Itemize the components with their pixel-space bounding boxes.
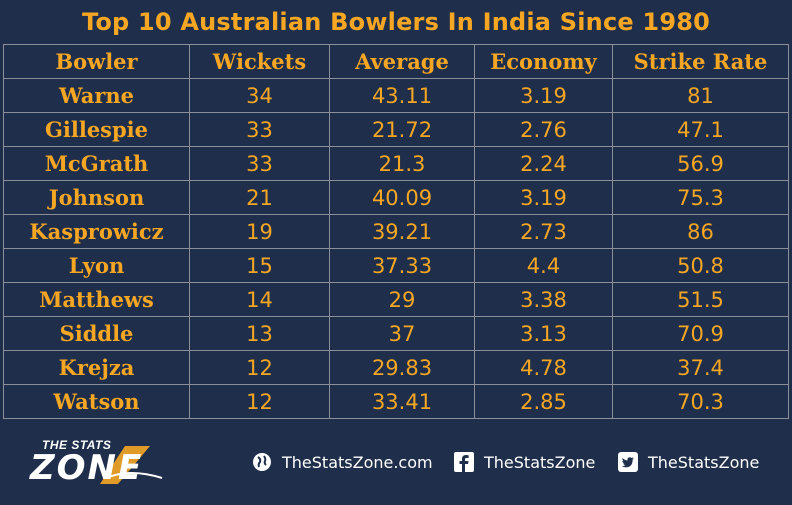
average-cell: 29 xyxy=(329,282,475,317)
table-row: Watson 12 33.41 2.85 70.3 xyxy=(3,384,789,419)
strike-rate-cell: 81 xyxy=(612,78,789,113)
wickets-cell: 21 xyxy=(189,180,330,215)
logo-text-bottom: ZONE xyxy=(30,448,144,488)
bowlers-table: Bowler Wickets Average Economy Strike Ra… xyxy=(3,44,789,419)
economy-cell: 3.19 xyxy=(474,180,613,215)
logo-text-top: THE STATS xyxy=(42,438,112,452)
economy-cell: 2.73 xyxy=(474,214,613,249)
average-cell: 21.3 xyxy=(329,146,475,181)
table-row: Kasprowicz 19 39.21 2.73 86 xyxy=(3,214,789,249)
facebook-text: TheStatsZone xyxy=(484,452,596,472)
bowler-name: Gillespie xyxy=(3,112,190,147)
header-bowler: Bowler xyxy=(3,44,190,79)
strike-rate-cell: 75.3 xyxy=(612,180,789,215)
header-economy: Economy xyxy=(474,44,613,79)
facebook-link[interactable]: TheStatsZone xyxy=(454,450,595,474)
wickets-cell: 14 xyxy=(189,282,330,317)
header-average: Average xyxy=(329,44,475,79)
strike-rate-cell: 70.9 xyxy=(612,316,789,351)
table-row: Matthews 14 29 3.38 51.5 xyxy=(3,282,789,317)
facebook-icon xyxy=(454,452,474,472)
page-title: Top 10 Australian Bowlers In India Since… xyxy=(81,8,711,36)
strike-rate-cell: 86 xyxy=(612,214,789,249)
bowler-name: Krejza xyxy=(3,350,190,385)
strike-rate-cell: 51.5 xyxy=(612,282,789,317)
bowler-name: Matthews xyxy=(3,282,190,317)
average-cell: 43.11 xyxy=(329,78,475,113)
economy-cell: 2.76 xyxy=(474,112,613,147)
wickets-cell: 12 xyxy=(189,350,330,385)
twitter-text: TheStatsZone xyxy=(648,452,760,472)
bowler-name: Johnson xyxy=(3,180,190,215)
wickets-cell: 13 xyxy=(189,316,330,351)
table-row: Gillespie 33 21.72 2.76 47.1 xyxy=(3,112,789,147)
average-cell: 29.83 xyxy=(329,350,475,385)
wickets-cell: 33 xyxy=(189,146,330,181)
bowler-name: Kasprowicz xyxy=(3,214,190,249)
table-row: Krejza 12 29.83 4.78 37.4 xyxy=(3,350,789,385)
header-wickets: Wickets xyxy=(189,44,330,79)
table-row: McGrath 33 21.3 2.24 56.9 xyxy=(3,146,789,181)
bowler-name: Warne xyxy=(3,78,190,113)
strike-rate-cell: 47.1 xyxy=(612,112,789,147)
economy-cell: 4.78 xyxy=(474,350,613,385)
table-row: Warne 34 43.11 3.19 81 xyxy=(3,78,789,113)
average-cell: 21.72 xyxy=(329,112,475,147)
website-text: TheStatsZone.com xyxy=(282,452,433,472)
header-strike-rate: Strike Rate xyxy=(612,44,789,79)
bowler-name: Siddle xyxy=(3,316,190,351)
average-cell: 40.09 xyxy=(329,180,475,215)
economy-cell: 2.24 xyxy=(474,146,613,181)
twitter-icon xyxy=(618,452,638,472)
wickets-cell: 34 xyxy=(189,78,330,113)
average-cell: 37 xyxy=(329,316,475,351)
wickets-cell: 12 xyxy=(189,384,330,419)
bowler-name: McGrath xyxy=(3,146,190,181)
footer: THE STATS ZONE TheStatsZone.com TheStats… xyxy=(0,420,792,505)
table-row: Lyon 15 37.33 4.4 50.8 xyxy=(3,248,789,283)
bowler-name: Lyon xyxy=(3,248,190,283)
globe-icon xyxy=(252,452,272,472)
wickets-cell: 15 xyxy=(189,248,330,283)
strike-rate-cell: 56.9 xyxy=(612,146,789,181)
the-stats-zone-logo: THE STATS ZONE xyxy=(30,438,170,490)
twitter-link[interactable]: TheStatsZone xyxy=(618,450,759,474)
economy-cell: 2.85 xyxy=(474,384,613,419)
strike-rate-cell: 70.3 xyxy=(612,384,789,419)
table-header-row: Bowler Wickets Average Economy Strike Ra… xyxy=(3,44,789,79)
strike-rate-cell: 50.8 xyxy=(612,248,789,283)
bowler-name: Watson xyxy=(3,384,190,419)
table-row: Johnson 21 40.09 3.19 75.3 xyxy=(3,180,789,215)
average-cell: 33.41 xyxy=(329,384,475,419)
wickets-cell: 33 xyxy=(189,112,330,147)
website-link[interactable]: TheStatsZone.com xyxy=(252,450,433,474)
economy-cell: 3.13 xyxy=(474,316,613,351)
economy-cell: 3.19 xyxy=(474,78,613,113)
average-cell: 37.33 xyxy=(329,248,475,283)
strike-rate-cell: 37.4 xyxy=(612,350,789,385)
economy-cell: 3.38 xyxy=(474,282,613,317)
table-row: Siddle 13 37 3.13 70.9 xyxy=(3,316,789,351)
wickets-cell: 19 xyxy=(189,214,330,249)
logo-swoosh-icon xyxy=(100,446,163,484)
average-cell: 39.21 xyxy=(329,214,475,249)
economy-cell: 4.4 xyxy=(474,248,613,283)
